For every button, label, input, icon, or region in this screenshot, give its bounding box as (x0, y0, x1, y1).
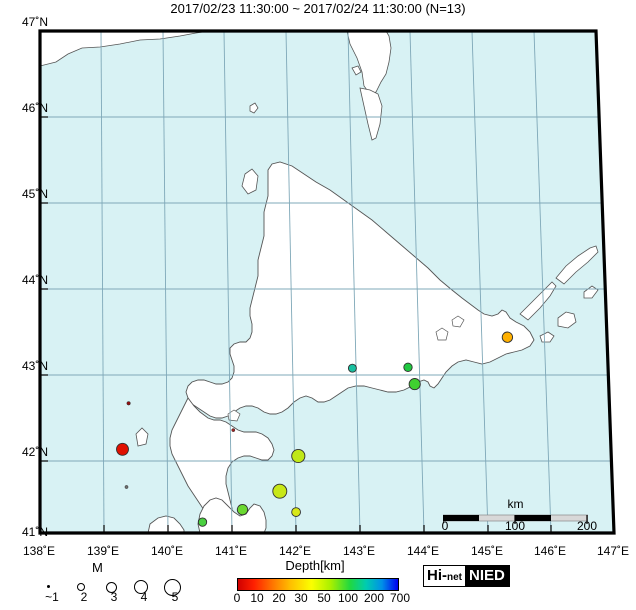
land-oshima-peninsula (169, 397, 275, 533)
page-title: 2017/02/23 11:30:00 ~ 2017/02/24 11:30:0… (170, 1, 466, 16)
lon-label-142: 142˚E (279, 544, 312, 558)
lat-label-44: 44˚N (22, 273, 49, 287)
grid-meridian-146 (533, 31, 552, 533)
lon-label-145: 145˚E (471, 544, 504, 558)
lat-label-42: 42˚N (22, 445, 49, 459)
lat-label-41: 41˚N (22, 525, 49, 539)
earthquake-marker[interactable] (197, 517, 208, 527)
scale-seg-1 (443, 515, 479, 521)
land-kunashiri-island (519, 281, 557, 321)
earthquake-marker[interactable] (291, 448, 306, 464)
depth-tick-50: 50 (317, 591, 331, 605)
magnitude-label-5: 5 (171, 590, 179, 604)
lat-label-47: 47˚N (22, 15, 49, 29)
depth-tick-10: 10 (250, 591, 264, 605)
grid-meridian-141 (223, 31, 233, 533)
map-svg[interactable] (0, 14, 636, 539)
earthquake-marker[interactable] (408, 378, 421, 391)
scale-tick-100: 100 (504, 519, 526, 533)
earthquake-markers[interactable] (116, 331, 514, 527)
magnitude-label-3: 3 (110, 590, 118, 604)
land-lake-kussharo (435, 327, 449, 341)
grid-meridian-140 (162, 31, 169, 533)
scale-tick-0: 0 (441, 519, 449, 533)
lat-label-43: 43˚N (22, 359, 49, 373)
scale-tick-200: 200 (576, 519, 598, 533)
land-honshu-west (147, 515, 185, 533)
lon-label-144: 144˚E (407, 544, 440, 558)
depth-legend-title: Depth[km] (285, 558, 345, 573)
depth-tick-30: 30 (294, 591, 308, 605)
earthquake-marker[interactable] (501, 331, 514, 343)
magnitude-legend-circle (46, 584, 50, 588)
magnitude-label-4: 4 (140, 590, 148, 604)
earthquake-marker[interactable] (126, 401, 131, 406)
scale-bar-unit: km (507, 497, 524, 511)
lon-label-146: 146˚E (534, 544, 567, 558)
earthquake-marker[interactable] (236, 503, 249, 516)
land-okushiri-island (135, 427, 149, 447)
nied-logo-text: NIED (465, 566, 509, 586)
map-frame (38, 29, 616, 535)
lon-label-141: 141˚E (215, 544, 248, 558)
earthquake-marker[interactable] (231, 428, 236, 432)
magnitude-label-1: ~1 (45, 590, 59, 604)
magnitude-legend-circle (163, 578, 181, 596)
scale-seg-2 (515, 515, 551, 521)
earthquake-marker[interactable] (291, 507, 301, 517)
lon-label-143: 143˚E (343, 544, 376, 558)
lon-label-138: 138˚E (23, 544, 56, 558)
earthquake-marker[interactable] (347, 363, 357, 373)
grid-meridian-142 (285, 31, 297, 533)
earthquake-marker[interactable] (116, 442, 129, 456)
depth-legend: Depth[km] 0 10 20 30 50 100 200 700 (215, 558, 415, 610)
depth-tick-100: 100 (337, 591, 359, 605)
lon-label-140: 140˚E (151, 544, 184, 558)
lat-label-46: 46˚N (22, 101, 49, 115)
earthquake-marker[interactable] (403, 362, 413, 372)
depth-color-bar (237, 578, 399, 591)
land-etorofu-island (555, 245, 599, 285)
map-panel[interactable]: km 0 100 200 (0, 14, 636, 539)
depth-tick-700: 700 (389, 591, 411, 605)
land-habomai-islets (539, 331, 555, 343)
lon-label-147: 147˚E (597, 544, 630, 558)
land-sakhalin-south (359, 87, 383, 141)
land-lake-toya (227, 409, 241, 422)
depth-tick-0: 0 (233, 591, 241, 605)
hinet-nied-logo: Hi-net NIED (423, 565, 510, 587)
depth-tick-200: 200 (363, 591, 385, 605)
lat-label-45: 45˚N (22, 187, 49, 201)
land-continent (40, 31, 211, 67)
land-sakhalin-islet (351, 65, 362, 76)
depth-tick-20: 20 (272, 591, 286, 605)
grid-meridian-139 (100, 31, 105, 533)
magnitude-legend: M ~1 2 3 4 5 (22, 560, 202, 608)
earthquake-marker[interactable] (272, 483, 288, 499)
grid-meridian-144 (409, 31, 425, 533)
scale-bar: km 0 100 200 (442, 497, 597, 535)
land-sakhalin (346, 31, 392, 95)
axis-ticks (40, 116, 552, 533)
land-lake-mashu (451, 315, 465, 328)
land-hokkaido (185, 161, 535, 419)
earthquake-marker[interactable] (124, 485, 129, 489)
grid-meridian-145 (471, 31, 489, 533)
lon-label-139: 139˚E (87, 544, 120, 558)
magnitude-label-2: 2 (80, 590, 88, 604)
magnitude-legend-circle (77, 583, 85, 591)
land-rebun-island (249, 102, 259, 114)
magnitude-legend-circle (134, 580, 148, 594)
hinet-logo-text: Hi-net (424, 566, 465, 586)
magnitude-legend-circle (105, 581, 117, 593)
land-shikotan-island (557, 311, 577, 329)
magnitude-legend-title: M (92, 560, 103, 575)
grid-meridian-143 (347, 31, 361, 533)
land-rishiri-island (241, 168, 259, 195)
